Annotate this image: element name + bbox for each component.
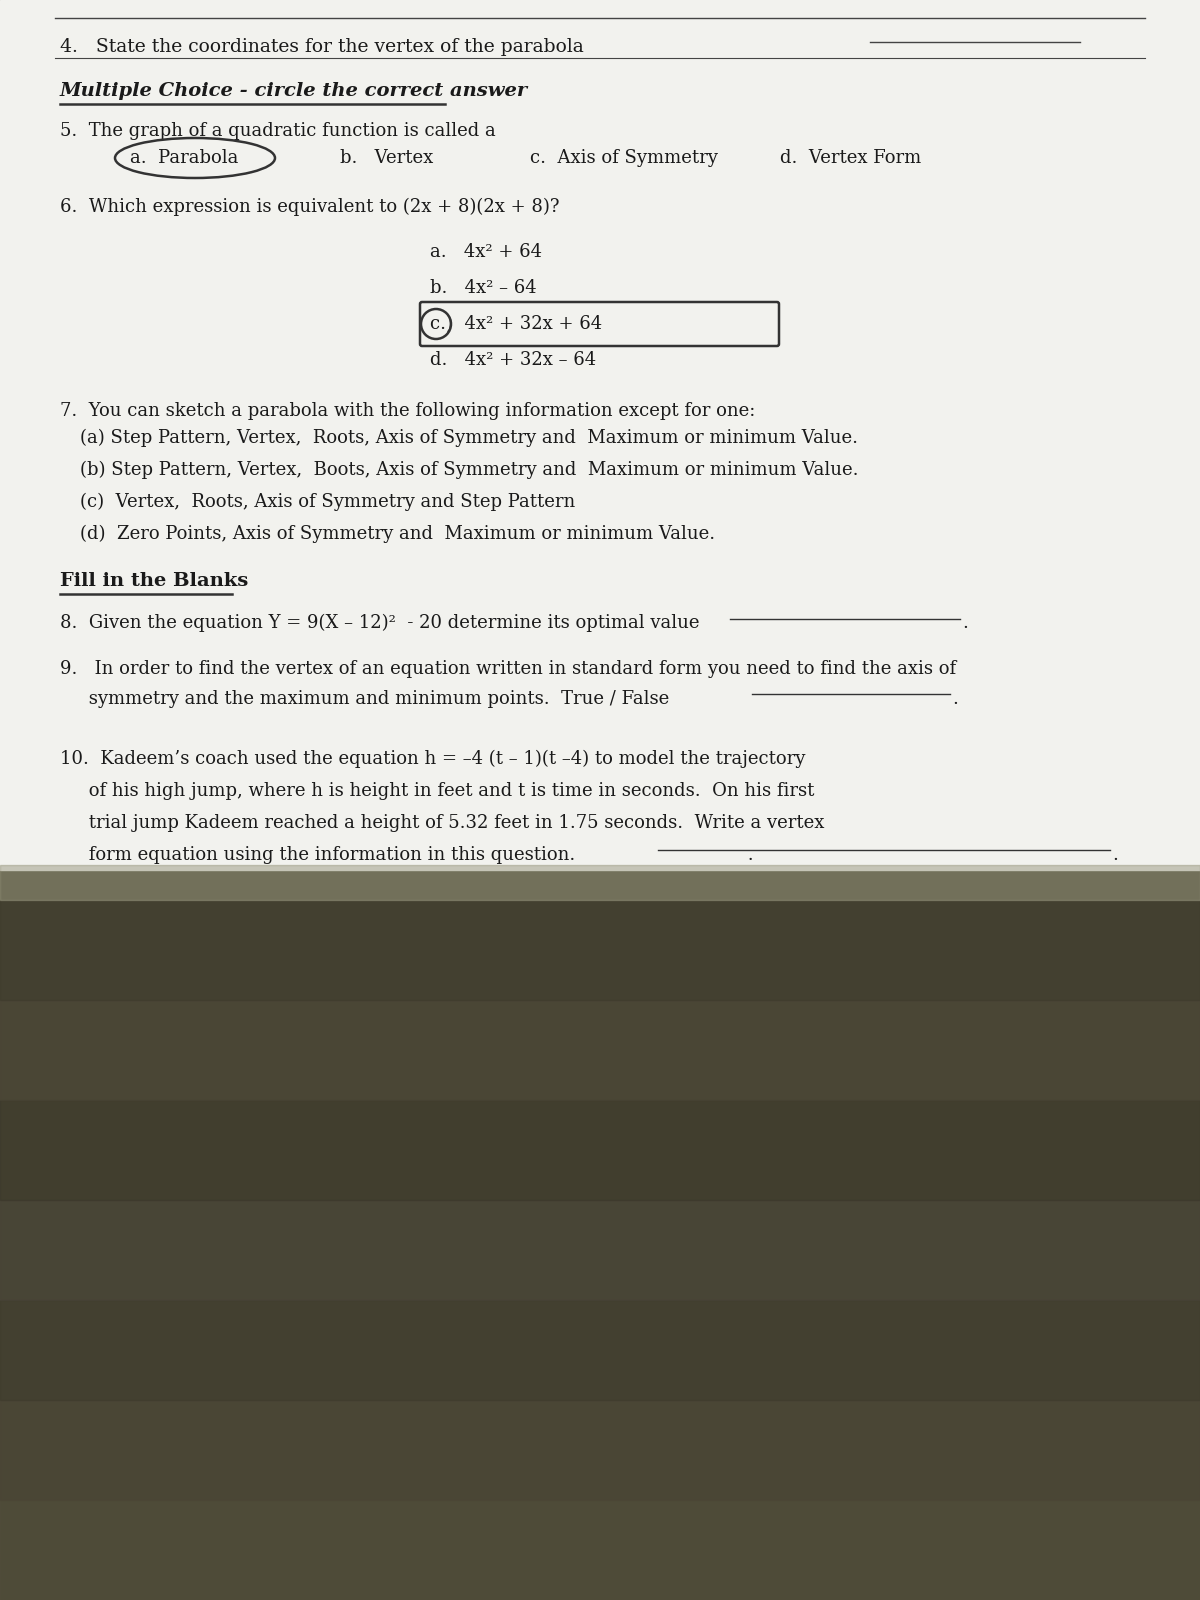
- Text: 7.  You can sketch a parabola with the following information except for one:: 7. You can sketch a parabola with the fo…: [60, 402, 755, 419]
- Text: 10.  Kadeem’s coach used the equation h = –4 (t – 1)(t –4) to model the trajecto: 10. Kadeem’s coach used the equation h =…: [60, 750, 805, 768]
- Text: b.   Vertex: b. Vertex: [340, 149, 433, 166]
- Text: Multiple Choice - circle the correct answer: Multiple Choice - circle the correct ans…: [60, 82, 528, 99]
- Text: d.  Vertex Form: d. Vertex Form: [780, 149, 922, 166]
- Text: 6.  Which expression is equivalent to (2x + 8)(2x + 8)?: 6. Which expression is equivalent to (2x…: [60, 198, 559, 216]
- Text: symmetry and the maximum and minimum points.  True / False: symmetry and the maximum and minimum poi…: [60, 690, 670, 707]
- Text: 5.  The graph of a quadratic function is called a: 5. The graph of a quadratic function is …: [60, 122, 496, 141]
- Text: b.   4x² – 64: b. 4x² – 64: [430, 278, 536, 298]
- Text: 9.   In order to find the vertex of an equation written in standard form you nee: 9. In order to find the vertex of an equ…: [60, 659, 956, 678]
- Text: c.  Axis of Symmetry: c. Axis of Symmetry: [530, 149, 718, 166]
- Text: .: .: [1112, 846, 1118, 864]
- Text: c.)  4x² + 32x + 64: c.) 4x² + 32x + 64: [430, 315, 602, 333]
- Bar: [0, 1501, 1200, 1600]
- Bar: [0, 1101, 1200, 1200]
- Bar: [0, 1299, 1200, 1400]
- Bar: [0, 1200, 1200, 1299]
- Text: (c)  Vertex,  Roots, Axis of Symmetry and Step Pattern: (c) Vertex, Roots, Axis of Symmetry and …: [80, 493, 575, 510]
- Text: (d)  Zero Points, Axis of Symmetry and  Maximum or minimum Value.: (d) Zero Points, Axis of Symmetry and Ma…: [80, 525, 715, 542]
- Bar: [0, 0, 1200, 870]
- Bar: [0, 866, 1200, 899]
- Text: (b) Step Pattern, Vertex,  Boots, Axis of Symmetry and  Maximum or minimum Value: (b) Step Pattern, Vertex, Boots, Axis of…: [80, 461, 858, 478]
- Text: .: .: [952, 690, 958, 707]
- Text: a.   4x² + 64: a. 4x² + 64: [430, 243, 542, 261]
- Text: 8.  Given the equation Y = 9(X – 12)²  - 20 determine its optimal value: 8. Given the equation Y = 9(X – 12)² - 2…: [60, 614, 700, 632]
- Text: of his high jump, where h is height in feet and t is time in seconds.  On his fi: of his high jump, where h is height in f…: [60, 782, 815, 800]
- Text: d.   4x² + 32x – 64: d. 4x² + 32x – 64: [430, 350, 596, 370]
- Text: .: .: [962, 614, 968, 632]
- Text: Fill in the Blanks: Fill in the Blanks: [60, 573, 248, 590]
- Bar: [0, 1400, 1200, 1501]
- Text: form equation using the information in this question.                           : form equation using the information in t…: [60, 846, 754, 864]
- Text: 4.   State the coordinates for the vertex of the parabola: 4. State the coordinates for the vertex …: [60, 38, 583, 56]
- Bar: [0, 1000, 1200, 1101]
- Text: trial jump Kadeem reached a height of 5.32 feet in 1.75 seconds.  Write a vertex: trial jump Kadeem reached a height of 5.…: [60, 814, 824, 832]
- Text: (a) Step Pattern, Vertex,  Roots, Axis of Symmetry and  Maximum or minimum Value: (a) Step Pattern, Vertex, Roots, Axis of…: [80, 429, 858, 446]
- Bar: [0, 899, 1200, 1000]
- Text: a.  Parabola: a. Parabola: [130, 149, 239, 166]
